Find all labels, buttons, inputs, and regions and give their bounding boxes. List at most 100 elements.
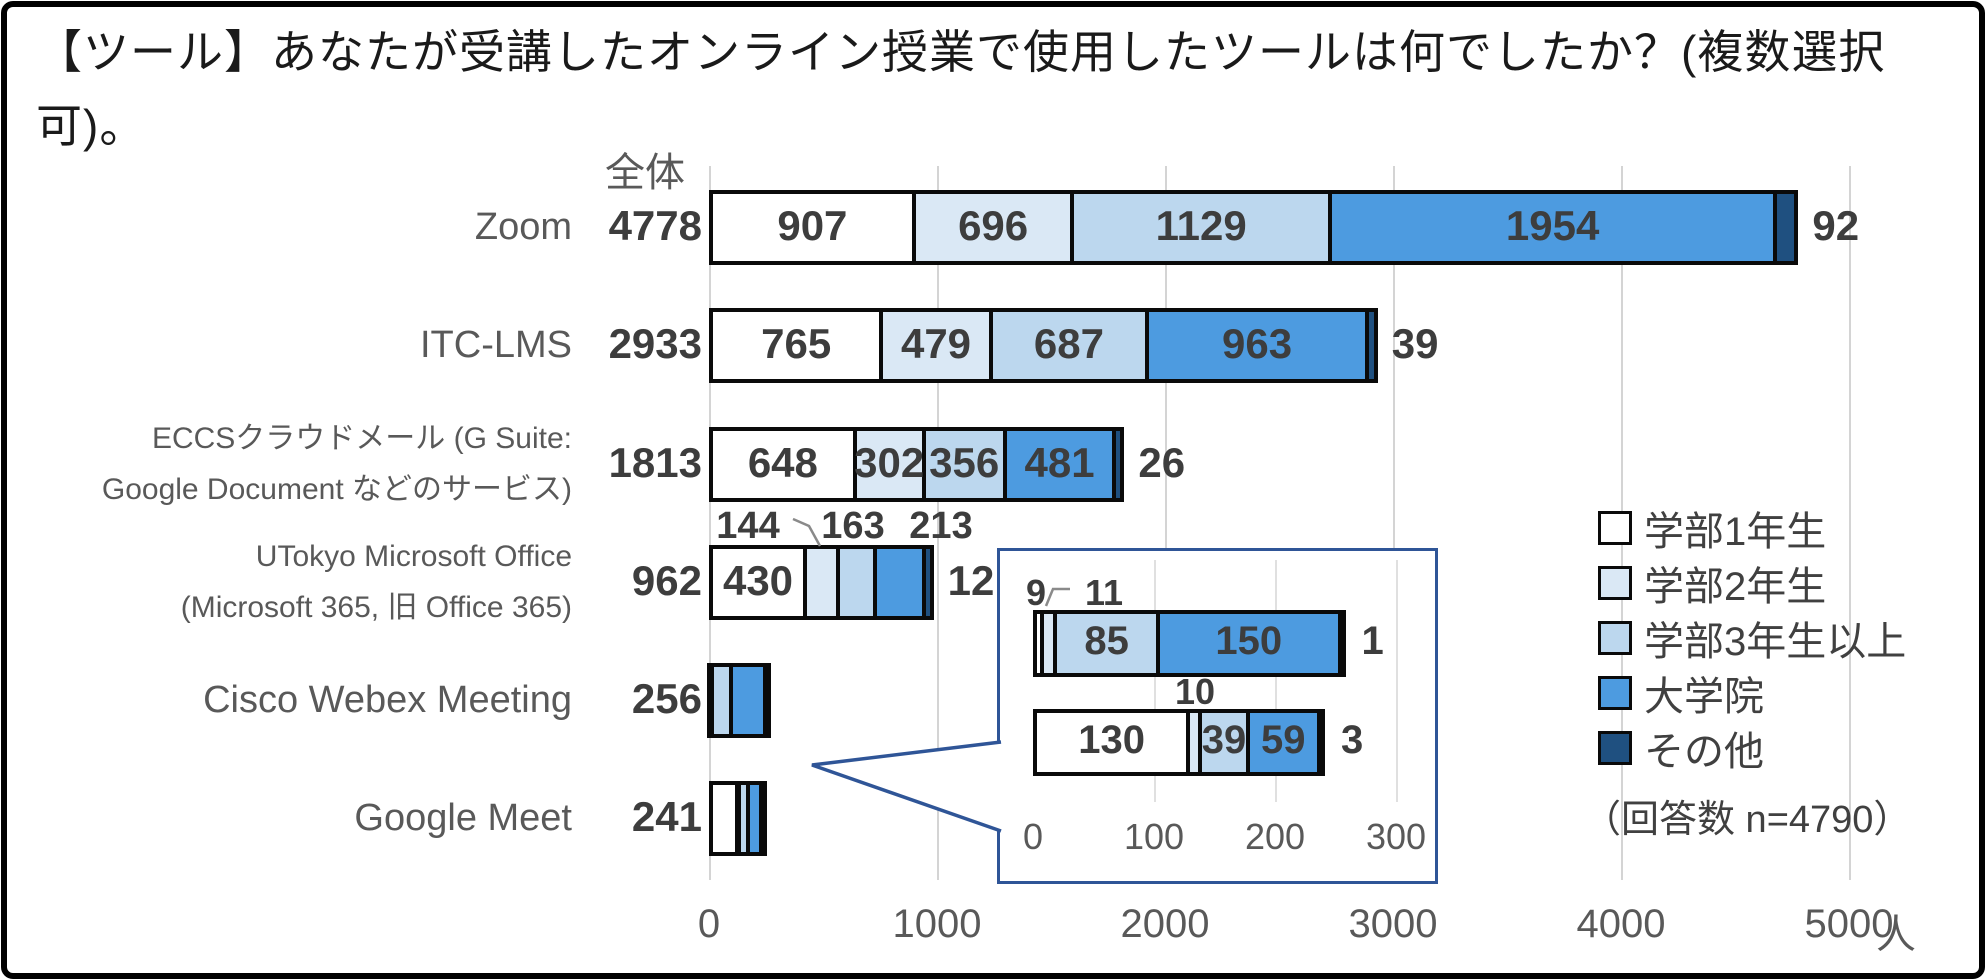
gridline bbox=[1165, 166, 1167, 880]
inset-segment-value-label-outside: 3 bbox=[1340, 717, 1364, 762]
legend-label: その他 bbox=[1644, 729, 1764, 774]
bar-segment bbox=[1327, 190, 1778, 265]
bar-segment bbox=[852, 427, 926, 502]
bar-segment bbox=[759, 781, 768, 856]
total-value: 4778 bbox=[608, 201, 702, 249]
bar-segment bbox=[1070, 190, 1332, 265]
legend-label: 学部3年生以上 bbox=[1644, 619, 1907, 664]
legend-swatch bbox=[1598, 730, 1632, 765]
segment-value-label-outside: 12 bbox=[947, 556, 995, 604]
segment-value-label: 479 bbox=[900, 319, 972, 367]
inset-segment-value-label-above: 11 bbox=[1084, 572, 1124, 613]
gridline bbox=[937, 166, 939, 880]
inset-segment-value-label-above: 9 bbox=[1025, 572, 1047, 613]
inset-segment-value-label-above: 10 bbox=[1174, 671, 1216, 712]
legend-label: 学部1年生 bbox=[1644, 509, 1827, 554]
category-label: ITC-LMS bbox=[420, 324, 572, 366]
segment-value-label-above: 144 bbox=[716, 505, 780, 547]
segment-value-label: 696 bbox=[958, 201, 1029, 249]
bar-segment bbox=[835, 545, 878, 620]
legend-item: 学部3年生以上 bbox=[1598, 610, 1906, 665]
segment-value-label-outside: 92 bbox=[1812, 201, 1860, 249]
bar-segment bbox=[921, 545, 934, 620]
legend-item: 学部1年生 bbox=[1598, 500, 1906, 555]
bar-segment bbox=[879, 308, 993, 383]
bar-segment bbox=[1145, 308, 1369, 383]
legend-swatch bbox=[1598, 675, 1632, 710]
inset-bar-segment bbox=[1053, 610, 1161, 677]
inset-pointer-outline bbox=[811, 740, 1002, 833]
response-count-note: （回答数 n=4790） bbox=[1583, 799, 1912, 841]
legend: 学部1年生学部2年生学部3年生以上 大学院その他 bbox=[1598, 500, 1906, 775]
inset-segment-value-label: 130 bbox=[1078, 717, 1146, 762]
inset-x-axis-tick-label: 100 bbox=[1123, 816, 1185, 857]
inset-bar-segment bbox=[1337, 610, 1346, 677]
legend-swatch bbox=[1598, 620, 1632, 655]
inset-bar-segment bbox=[1198, 709, 1250, 776]
legend-item: 学部2年生 bbox=[1598, 555, 1906, 610]
x-axis-tick-label: 4000 bbox=[1576, 902, 1666, 946]
inset-segment-value-label-outside: 1 bbox=[1361, 618, 1384, 663]
inset-gridline bbox=[1275, 560, 1277, 802]
x-axis-tick-label: 3000 bbox=[1348, 902, 1438, 946]
legend-item: 大学院 bbox=[1598, 665, 1906, 720]
bar-segment bbox=[709, 545, 808, 620]
segment-value-label-above: 213 bbox=[909, 505, 973, 547]
segment-value-label: 1954 bbox=[1505, 201, 1600, 249]
inset-segment-value-label: 85 bbox=[1084, 618, 1129, 663]
bar-segment bbox=[1773, 190, 1799, 265]
total-value: 962 bbox=[631, 556, 702, 604]
inset-segment-value-label: 59 bbox=[1261, 717, 1306, 762]
bar-segment bbox=[709, 308, 884, 383]
segment-value-label: 963 bbox=[1222, 319, 1293, 367]
segment-value-label-outside: 39 bbox=[1391, 319, 1439, 367]
total-column-header: 全体 bbox=[605, 151, 685, 195]
inset-gridline bbox=[1154, 560, 1156, 802]
segment-value-label: 648 bbox=[747, 438, 818, 486]
x-axis-tick-label: 0 bbox=[697, 902, 721, 946]
inset-segment-value-label: 39 bbox=[1201, 717, 1247, 762]
bar-segment bbox=[1112, 427, 1125, 502]
segment-value-label: 430 bbox=[722, 556, 794, 604]
bar-segment bbox=[763, 663, 772, 738]
legend-swatch bbox=[1598, 565, 1632, 600]
legend-item: その他 bbox=[1598, 720, 1906, 775]
segment-value-label: 687 bbox=[1033, 319, 1104, 367]
legend-label: 学部2年生 bbox=[1644, 564, 1827, 609]
segment-value-label-above: 163 bbox=[821, 505, 885, 547]
x-axis-tick-label: 2000 bbox=[1120, 902, 1210, 946]
category-label: ECCSクラウドメール (G Suite: Google Document などの… bbox=[101, 421, 572, 507]
category-label: Cisco Webex Meeting bbox=[203, 679, 572, 721]
inset-gridline bbox=[1396, 560, 1398, 802]
bar-segment bbox=[873, 545, 926, 620]
x-axis-tick-label: 5000 bbox=[1804, 902, 1894, 946]
total-value: 256 bbox=[631, 674, 702, 722]
inset-x-axis-tick-label: 200 bbox=[1244, 816, 1306, 857]
chart-title: 【ツール】あなたが受講したオンライン授業で使用したツールは何でしたか？(複数選択… bbox=[36, 26, 1886, 152]
gridline bbox=[1393, 166, 1395, 880]
segment-value-label: 765 bbox=[761, 319, 832, 367]
total-value: 2933 bbox=[608, 319, 702, 367]
segment-value-label: 302 bbox=[854, 438, 925, 486]
legend-label: 大学院 bbox=[1644, 674, 1764, 719]
inset-x-axis-tick-label: 300 bbox=[1365, 816, 1427, 857]
segment-value-label: 481 bbox=[1024, 438, 1095, 486]
category-label: Google Meet bbox=[354, 797, 572, 839]
inset-segment-value-label: 150 bbox=[1215, 618, 1283, 663]
axis-unit-label: 人 bbox=[1876, 913, 1916, 957]
total-value: 241 bbox=[631, 792, 702, 840]
segment-value-label: 1129 bbox=[1155, 201, 1247, 249]
category-label: UTokyo Microsoft Office (Microsoft 365, 旧… bbox=[180, 539, 572, 625]
inset-pointer-fill bbox=[812, 741, 1001, 832]
bar-segment bbox=[1002, 427, 1117, 502]
total-value: 1813 bbox=[608, 438, 702, 486]
gridline bbox=[1849, 166, 1851, 880]
bar-segment bbox=[1364, 308, 1378, 383]
inset-bar-segment bbox=[1316, 709, 1325, 776]
segment-value-label: 356 bbox=[929, 438, 1000, 486]
bar-segment bbox=[709, 427, 857, 502]
x-axis-tick-label: 1000 bbox=[892, 902, 982, 946]
gridline bbox=[709, 166, 711, 880]
inset-x-axis-tick-label: 0 bbox=[1022, 816, 1044, 857]
